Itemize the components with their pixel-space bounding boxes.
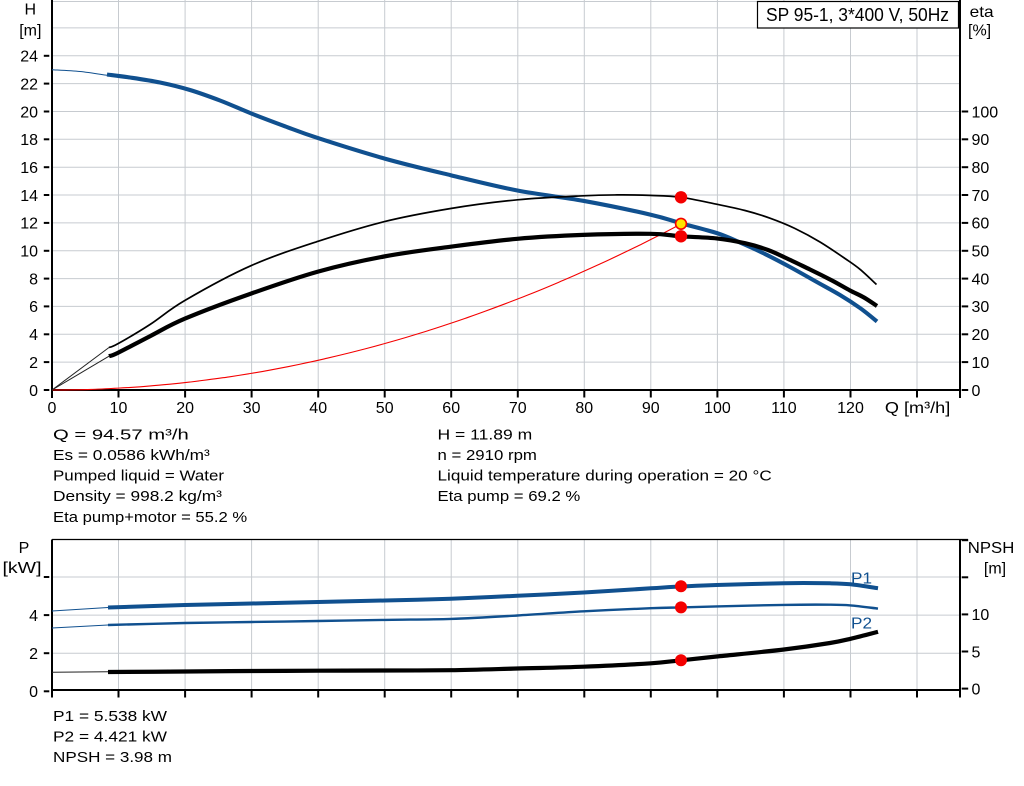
svg-text:110: 110	[771, 400, 797, 417]
svg-text:40: 40	[309, 400, 327, 417]
svg-text:100: 100	[704, 400, 731, 417]
svg-text:14: 14	[20, 188, 38, 205]
svg-text:4: 4	[29, 327, 38, 344]
svg-text:[%]: [%]	[968, 22, 991, 39]
svg-text:0: 0	[29, 684, 38, 701]
svg-text:80: 80	[575, 400, 593, 417]
svg-text:[m]: [m]	[19, 22, 41, 39]
svg-text:Pumped liquid = Water: Pumped liquid = Water	[53, 468, 224, 485]
svg-text:10: 10	[972, 607, 990, 624]
svg-text:20: 20	[972, 327, 990, 344]
svg-text:24: 24	[20, 49, 38, 66]
svg-text:Q [m³/h]: Q [m³/h]	[885, 400, 950, 417]
svg-text:6: 6	[29, 299, 38, 316]
svg-text:30: 30	[243, 400, 261, 417]
svg-text:eta: eta	[970, 4, 994, 21]
svg-text:10: 10	[110, 400, 128, 417]
svg-text:10: 10	[20, 244, 38, 261]
svg-text:40: 40	[972, 271, 990, 288]
svg-text:5: 5	[972, 644, 981, 661]
svg-text:Eta pump = 69.2 %: Eta pump = 69.2 %	[438, 488, 581, 505]
svg-text:50: 50	[972, 244, 990, 261]
svg-text:90: 90	[642, 400, 660, 417]
svg-text:2: 2	[29, 646, 38, 663]
svg-text:20: 20	[176, 400, 194, 417]
svg-text:22: 22	[20, 76, 38, 93]
svg-text:NPSH = 3.98 m: NPSH = 3.98 m	[53, 749, 172, 766]
svg-text:16: 16	[20, 160, 38, 177]
svg-text:Q = 94.57 m³/h: Q = 94.57 m³/h	[53, 426, 189, 443]
svg-text:Eta pump+motor = 55.2 %: Eta pump+motor = 55.2 %	[53, 509, 247, 526]
svg-text:50: 50	[376, 400, 394, 417]
svg-text:100: 100	[972, 104, 999, 121]
svg-text:0: 0	[29, 383, 38, 400]
svg-text:12: 12	[20, 216, 38, 233]
svg-text:SP 95-1, 3*400 V, 50Hz: SP 95-1, 3*400 V, 50Hz	[766, 5, 949, 25]
svg-text:[m]: [m]	[984, 560, 1006, 577]
svg-text:P: P	[19, 540, 30, 557]
svg-text:NPSH: NPSH	[968, 540, 1015, 557]
svg-text:P1: P1	[851, 571, 872, 588]
svg-text:Density = 998.2 kg/m³: Density = 998.2 kg/m³	[53, 488, 222, 505]
svg-text:P1 = 5.538 kW: P1 = 5.538 kW	[53, 708, 168, 725]
svg-text:0: 0	[972, 681, 981, 698]
svg-text:P2: P2	[851, 616, 872, 633]
svg-text:8: 8	[29, 271, 38, 288]
svg-text:20: 20	[20, 104, 38, 121]
svg-text:n = 2910 rpm: n = 2910 rpm	[438, 447, 537, 464]
svg-text:Es = 0.0586 kWh/m³: Es = 0.0586 kWh/m³	[53, 447, 210, 464]
svg-text:P2 = 4.421 kW: P2 = 4.421 kW	[53, 729, 168, 746]
svg-text:18: 18	[20, 132, 38, 149]
svg-text:10: 10	[972, 355, 990, 372]
svg-text:70: 70	[972, 188, 990, 205]
svg-text:2: 2	[29, 355, 38, 372]
svg-text:0: 0	[972, 383, 981, 400]
svg-text:90: 90	[972, 132, 990, 149]
svg-text:0: 0	[48, 400, 57, 417]
svg-text:60: 60	[972, 216, 990, 233]
svg-text:60: 60	[442, 400, 460, 417]
svg-text:H: H	[25, 2, 37, 19]
svg-text:Liquid temperature during oper: Liquid temperature during operation = 20…	[438, 468, 772, 485]
svg-text:80: 80	[972, 160, 990, 177]
svg-text:70: 70	[509, 400, 527, 417]
svg-text:30: 30	[972, 299, 990, 316]
svg-text:120: 120	[837, 400, 864, 417]
svg-text:H = 11.89 m: H = 11.89 m	[438, 426, 533, 443]
svg-text:[kW]: [kW]	[3, 560, 42, 577]
svg-text:4: 4	[29, 608, 38, 625]
